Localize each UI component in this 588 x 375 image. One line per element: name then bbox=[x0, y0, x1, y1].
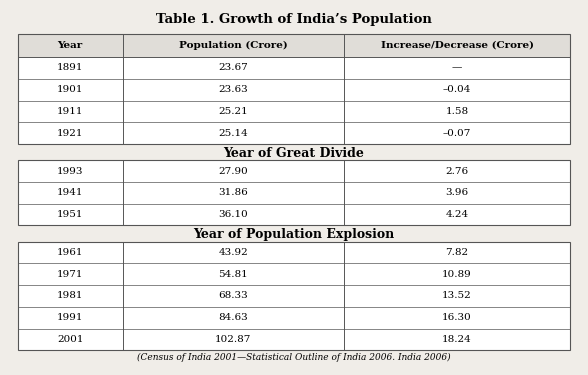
Text: 1901: 1901 bbox=[57, 85, 83, 94]
Text: 1971: 1971 bbox=[57, 270, 83, 279]
Text: –0.04: –0.04 bbox=[443, 85, 471, 94]
Text: 102.87: 102.87 bbox=[215, 335, 252, 344]
Text: 18.24: 18.24 bbox=[442, 335, 472, 344]
Text: 27.90: 27.90 bbox=[218, 166, 248, 176]
Text: 16.30: 16.30 bbox=[442, 313, 472, 322]
Bar bbox=[18, 57, 570, 79]
Bar bbox=[18, 100, 570, 122]
Bar bbox=[18, 285, 570, 307]
Text: 13.52: 13.52 bbox=[442, 291, 472, 300]
Text: Year: Year bbox=[58, 41, 83, 50]
Text: Year of Population Explosion: Year of Population Explosion bbox=[193, 228, 395, 241]
Text: 84.63: 84.63 bbox=[218, 313, 248, 322]
Text: 1981: 1981 bbox=[57, 291, 83, 300]
Text: 1961: 1961 bbox=[57, 248, 83, 257]
Text: 3.96: 3.96 bbox=[446, 188, 469, 197]
Text: 2.76: 2.76 bbox=[446, 166, 469, 176]
Bar bbox=[18, 34, 570, 144]
Bar bbox=[18, 34, 570, 57]
Text: 68.33: 68.33 bbox=[218, 291, 248, 300]
Text: 4.24: 4.24 bbox=[446, 210, 469, 219]
Text: Table 1. Growth of India’s Population: Table 1. Growth of India’s Population bbox=[156, 13, 432, 26]
Text: 1993: 1993 bbox=[57, 166, 83, 176]
Bar bbox=[18, 263, 570, 285]
Text: 54.81: 54.81 bbox=[218, 270, 248, 279]
Bar bbox=[18, 242, 570, 263]
Text: Population (Crore): Population (Crore) bbox=[179, 41, 288, 50]
Text: 1891: 1891 bbox=[57, 63, 83, 72]
Text: 1991: 1991 bbox=[57, 313, 83, 322]
Bar bbox=[18, 160, 570, 182]
Text: 7.82: 7.82 bbox=[446, 248, 469, 257]
Bar bbox=[18, 160, 570, 225]
Text: 1951: 1951 bbox=[57, 210, 83, 219]
Text: 2001: 2001 bbox=[57, 335, 83, 344]
Text: 36.10: 36.10 bbox=[218, 210, 248, 219]
Bar bbox=[18, 182, 570, 204]
Bar bbox=[18, 307, 570, 328]
Text: 1941: 1941 bbox=[57, 188, 83, 197]
Bar bbox=[18, 122, 570, 144]
Text: 23.63: 23.63 bbox=[218, 85, 248, 94]
Text: 25.21: 25.21 bbox=[218, 107, 248, 116]
Text: Year of Great Divide: Year of Great Divide bbox=[223, 147, 365, 159]
Bar bbox=[18, 204, 570, 225]
Text: (Census of India 2001—Statistical Outline of India 2006. India 2006): (Census of India 2001—Statistical Outlin… bbox=[137, 353, 451, 362]
Text: 23.67: 23.67 bbox=[218, 63, 248, 72]
Text: Increase/Decrease (Crore): Increase/Decrease (Crore) bbox=[380, 41, 533, 50]
Text: 1.58: 1.58 bbox=[446, 107, 469, 116]
Bar bbox=[18, 328, 570, 350]
Text: –0.07: –0.07 bbox=[443, 129, 471, 138]
Text: 43.92: 43.92 bbox=[218, 248, 248, 257]
Text: 31.86: 31.86 bbox=[218, 188, 248, 197]
Text: 1921: 1921 bbox=[57, 129, 83, 138]
Text: 10.89: 10.89 bbox=[442, 270, 472, 279]
Text: 1911: 1911 bbox=[57, 107, 83, 116]
Bar bbox=[18, 242, 570, 350]
Text: —: — bbox=[452, 63, 462, 72]
Bar bbox=[18, 79, 570, 101]
Text: 25.14: 25.14 bbox=[218, 129, 248, 138]
